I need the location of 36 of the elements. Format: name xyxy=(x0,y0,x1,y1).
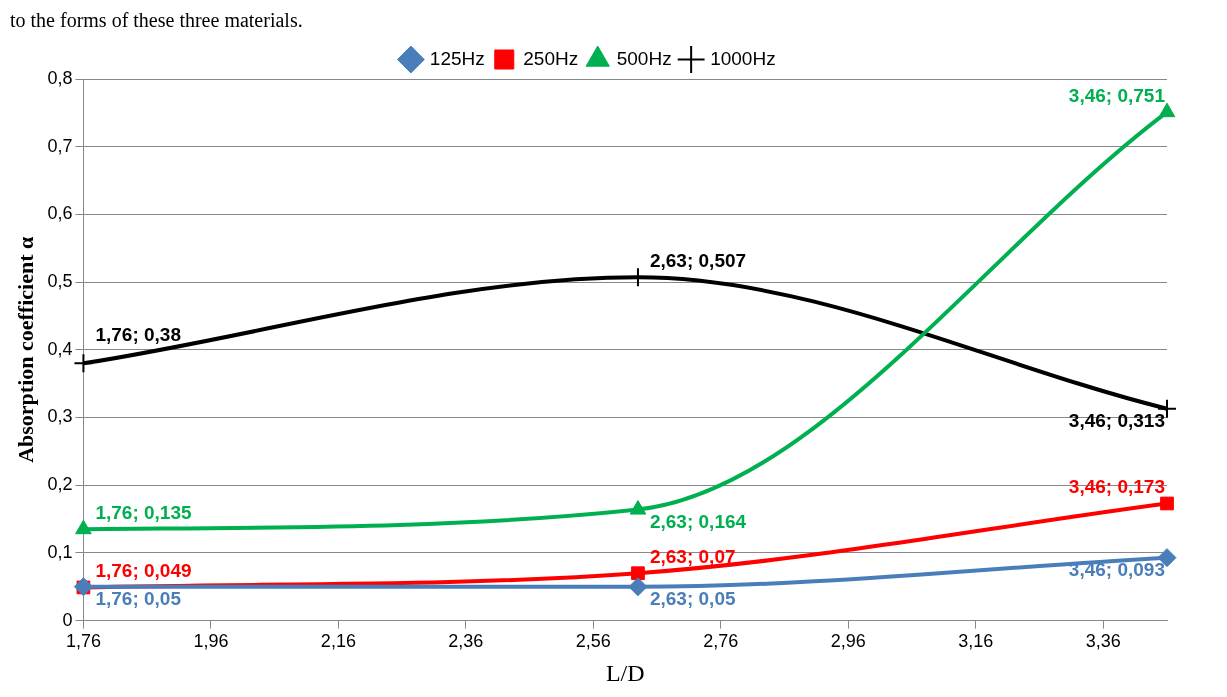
data-label: 3,46; 0,313 xyxy=(1068,410,1165,432)
legend-label: 500Hz xyxy=(616,47,672,69)
legend-label: 250Hz xyxy=(523,47,579,69)
x-tick-label: 2,96 xyxy=(830,631,866,652)
legend-label: 1000Hz xyxy=(710,47,776,69)
data-label: 3,46; 0,173 xyxy=(1068,476,1165,498)
x-axis-title: L/D xyxy=(605,659,645,686)
y-tick-label: 0,4 xyxy=(47,338,73,359)
y-tick-label: 0 xyxy=(62,609,73,630)
data-label: 2,63; 0,164 xyxy=(649,511,747,533)
data-label: 2,63; 0,507 xyxy=(649,250,747,272)
x-tick-label: 2,56 xyxy=(575,631,611,652)
x-tick-label: 2,16 xyxy=(320,631,356,652)
data-label: 2,63; 0,07 xyxy=(649,545,736,567)
y-tick-label: 0,1 xyxy=(47,541,73,562)
x-tick-label: 2,36 xyxy=(448,631,484,652)
y-tick-label: 0,6 xyxy=(47,203,73,224)
data-label: 1,76; 0,135 xyxy=(95,501,192,523)
data-label: 3,46; 0,751 xyxy=(1068,84,1166,106)
x-tick-label: 3,36 xyxy=(1085,631,1121,652)
x-tick-label: 1,96 xyxy=(193,631,229,652)
data-label: 1,76; 0,38 xyxy=(95,324,181,346)
y-tick-label: 0,3 xyxy=(47,406,73,427)
x-tick-label: 3,16 xyxy=(958,631,994,652)
legend-label: 125Hz xyxy=(429,47,485,69)
y-axis-title: Absorption coefficient α xyxy=(12,236,38,463)
x-tick-label: 2,76 xyxy=(703,631,739,652)
y-tick-label: 0,7 xyxy=(47,135,73,156)
y-tick-label: 0,8 xyxy=(47,67,73,88)
data-label: 2,63; 0,05 xyxy=(649,588,736,610)
data-label: 1,76; 0,05 xyxy=(95,588,182,610)
text: to the forms of these three materials. xyxy=(10,9,303,32)
data-label: 1,76; 0,049 xyxy=(95,560,192,582)
y-tick-label: 0,2 xyxy=(47,474,73,495)
x-tick-label: 1,76 xyxy=(65,631,101,652)
y-tick-label: 0,5 xyxy=(47,271,73,292)
